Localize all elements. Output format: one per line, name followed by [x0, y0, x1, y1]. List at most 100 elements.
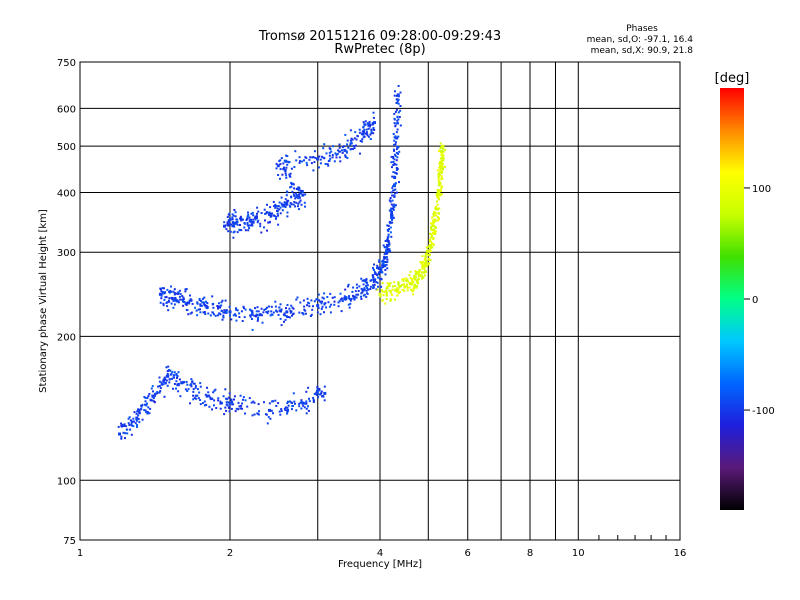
scatter-point — [136, 425, 138, 428]
scatter-point — [319, 393, 322, 396]
scatter-point — [226, 216, 229, 218]
scatter-point — [248, 397, 251, 400]
scatter-point — [278, 201, 281, 204]
scatter-point — [331, 156, 334, 159]
scatter-point — [383, 291, 386, 293]
scatter-point — [288, 307, 291, 310]
scatter-point — [236, 218, 239, 221]
scatter-point — [209, 398, 212, 401]
scatter-point — [433, 213, 436, 216]
scatter-point — [232, 314, 235, 317]
scatter-point — [286, 406, 289, 409]
scatter-point — [181, 298, 184, 301]
scatter-point — [372, 132, 375, 135]
scatter-point — [179, 298, 182, 301]
scatter-point — [251, 312, 254, 315]
scatter-point — [209, 396, 212, 399]
scatter-point — [158, 391, 161, 394]
scatter-point — [254, 215, 257, 218]
scatter-point — [358, 285, 361, 288]
scatter-point — [382, 256, 385, 259]
scatter-point — [329, 157, 332, 160]
scatter-point — [425, 246, 428, 249]
scatter-point — [349, 302, 352, 305]
y-tick-label: 600 — [57, 104, 76, 115]
scatter-point — [269, 417, 272, 420]
scatter-point — [347, 283, 350, 286]
scatter-point — [211, 295, 214, 298]
scatter-point — [366, 284, 369, 287]
scatter-point — [284, 406, 287, 409]
scatter-point — [438, 193, 441, 196]
scatter-point — [406, 278, 409, 281]
scatter-point — [146, 402, 148, 405]
scatter-point — [235, 307, 238, 310]
scatter-point — [297, 202, 300, 205]
scatter-point — [177, 291, 180, 294]
scatter-point — [388, 289, 391, 292]
scatter-point — [316, 385, 319, 388]
scatter-point — [323, 143, 326, 146]
scatter-point — [222, 314, 225, 317]
scatter-point — [279, 303, 282, 306]
scatter-point — [288, 175, 291, 178]
scatter-point — [318, 393, 321, 396]
scatter-point — [217, 399, 220, 402]
scatter-point — [138, 421, 141, 424]
scatter-point — [318, 155, 321, 158]
scatter-point — [332, 145, 335, 148]
scatter-point — [283, 201, 286, 204]
scatter-point — [160, 381, 163, 384]
scatter-point — [201, 297, 204, 300]
scatter-point — [363, 131, 366, 134]
scatter-point — [228, 401, 232, 405]
scatter-point — [360, 295, 362, 298]
scatter-point — [383, 260, 385, 263]
scatter-point — [398, 150, 401, 153]
scatter-point — [441, 185, 444, 188]
scatter-point — [307, 405, 309, 408]
scatter-point — [333, 160, 336, 163]
scatter-point — [283, 407, 286, 410]
scatter-point — [179, 395, 182, 398]
scatter-point — [439, 194, 442, 197]
scatter-point — [263, 208, 266, 211]
scatter-point — [152, 390, 154, 393]
scatter-point — [438, 149, 441, 152]
scatter-point — [363, 287, 366, 290]
scatter-point — [335, 153, 338, 156]
scatter-point — [312, 305, 314, 308]
scatter-point — [193, 397, 196, 400]
scatter-point — [270, 214, 273, 216]
scatter-point — [320, 390, 323, 393]
scatter-point — [250, 401, 253, 404]
scatter-point — [248, 227, 251, 230]
scatter-point — [321, 300, 324, 303]
scatter-point — [406, 286, 409, 289]
scatter-point — [350, 297, 353, 300]
scatter-point — [275, 215, 278, 218]
scatter-point — [435, 214, 438, 217]
scatter-point — [412, 280, 415, 283]
scatter-point — [430, 235, 433, 238]
scatter-point — [388, 283, 391, 285]
scatter-point — [222, 311, 225, 314]
scatter-point — [298, 156, 301, 159]
scatter-point — [389, 226, 392, 229]
scatter-point — [240, 229, 243, 232]
scatter-point — [169, 290, 172, 292]
scatter-point — [173, 383, 176, 385]
scatter-point — [355, 138, 358, 141]
scatter-point — [341, 299, 344, 302]
scatter-point — [240, 404, 243, 407]
scatter-point — [363, 128, 366, 131]
scatter-point — [434, 230, 437, 233]
scatter-point — [263, 226, 265, 229]
scatter-point — [387, 248, 390, 251]
scatter-point — [391, 166, 393, 169]
scatter-point — [359, 140, 362, 142]
scatter-point — [257, 403, 260, 406]
scatter-point — [260, 307, 263, 310]
scatter-point — [223, 309, 226, 312]
scatter-point — [163, 298, 166, 301]
